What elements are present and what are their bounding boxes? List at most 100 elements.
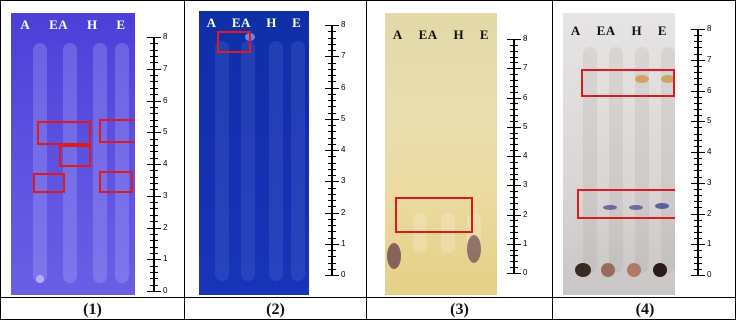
ruler-major-tick: [691, 90, 705, 92]
lane-label: A: [206, 15, 217, 30]
ruler-minor-tick: [150, 233, 158, 235]
ruler-major-tick: [325, 56, 339, 58]
lane-streak: [441, 213, 455, 253]
ruler-label: 5: [341, 113, 346, 123]
ruler-minor-tick: [150, 271, 158, 273]
ruler-major-tick: [325, 181, 339, 183]
ruler-minor-tick: [510, 138, 518, 140]
ruler-major-tick: [507, 273, 521, 274]
ruler-label: 3: [163, 190, 168, 200]
ruler-label: 6: [707, 85, 712, 95]
ruler-minor-tick: [694, 262, 702, 264]
lane-label: E: [292, 15, 302, 30]
ruler-label: 1: [163, 254, 168, 264]
ruler-minor-tick: [150, 81, 158, 83]
panel-caption-2: (2): [185, 297, 367, 320]
highlight-box: [217, 31, 251, 53]
ruler-minor-tick: [694, 78, 702, 80]
ruler-label: 3: [707, 177, 712, 187]
ruler-minor-tick: [328, 75, 336, 76]
ruler-3: 8 7 6 5 4 3 2 1 0: [501, 35, 541, 277]
ruler-minor-tick: [694, 207, 702, 209]
ruler-minor-tick: [510, 161, 518, 163]
origin-spot: [467, 235, 481, 263]
ruler-minor-tick: [510, 261, 518, 263]
ruler-label: 5: [707, 116, 712, 126]
lane-label: H: [453, 27, 465, 42]
ruler-minor-tick: [328, 137, 336, 139]
ruler-minor-tick: [510, 237, 518, 239]
ruler-major-tick: [147, 195, 161, 197]
ruler-major-tick: [325, 243, 339, 245]
panel-2: A EA H E 8 7 6 5 4 3 2 1 0: [185, 1, 367, 297]
ruler-minor-tick: [150, 221, 158, 223]
ruler-minor-tick: [694, 115, 702, 117]
ruler-1: 8 7 6 5 4 3 2 1 0: [141, 33, 181, 295]
ruler-minor-tick: [150, 157, 158, 159]
ruler-major-tick: [507, 97, 521, 99]
ruler-minor-tick: [328, 187, 336, 189]
ruler-minor-tick: [510, 44, 518, 46]
ruler-minor-tick: [328, 68, 336, 70]
ruler-minor-tick: [328, 200, 336, 201]
ruler-minor-tick: [328, 218, 336, 220]
tlc-plate-3: A EA H E: [385, 13, 497, 295]
lane-label: H: [266, 15, 277, 30]
ruler-minor-tick: [328, 168, 336, 170]
ruler-minor-tick: [694, 268, 702, 270]
ruler-minor-tick: [328, 268, 336, 270]
highlight-box: [59, 145, 91, 167]
ruler-minor-tick: [694, 201, 702, 203]
ruler-minor-tick: [510, 79, 518, 81]
ruler-minor-tick: [150, 62, 158, 64]
ruler-minor-tick: [694, 96, 702, 98]
ruler-minor-tick: [328, 125, 336, 126]
ruler-minor-tick: [328, 106, 336, 108]
lane-label: H: [631, 23, 643, 38]
ruler-minor-tick: [328, 262, 336, 264]
ruler-minor-tick: [150, 278, 158, 280]
ruler-minor-tick: [150, 208, 158, 210]
panel-caption-4: (4): [553, 297, 736, 320]
ruler-minor-tick: [150, 170, 158, 172]
highlight-box: [577, 189, 675, 219]
ruler-minor-tick: [150, 183, 158, 185]
ruler-label: 4: [707, 147, 712, 156]
ruler-label: 7: [163, 63, 168, 73]
lane-label: EA: [418, 27, 438, 42]
ruler-minor-tick: [510, 202, 518, 204]
ruler-label: 6: [523, 92, 528, 102]
ruler-major-tick: [691, 29, 705, 30]
lane-label: E: [657, 23, 668, 38]
origin-spot: [627, 263, 641, 277]
lane-label: E: [479, 27, 490, 42]
panel-caption-1: (1): [1, 297, 185, 320]
ruler-minor-tick: [510, 249, 518, 251]
lane-label: E: [116, 17, 126, 32]
panel-caption-3: (3): [367, 297, 553, 320]
ruler-minor-tick: [694, 139, 702, 141]
ruler-minor-tick: [694, 219, 702, 221]
ruler-minor-tick: [328, 231, 336, 233]
ruler-minor-tick: [694, 188, 702, 190]
ruler-minor-tick: [150, 240, 158, 242]
tlc-plate-1: A EA H E: [11, 13, 135, 295]
lane-streak: [241, 41, 255, 281]
ruler-minor-tick: [328, 143, 336, 145]
ruler-minor-tick: [150, 246, 158, 248]
origin-spot: [601, 263, 615, 277]
lane-label: A: [20, 17, 31, 32]
ruler-minor-tick: [694, 250, 702, 252]
ruler-major-tick: [507, 214, 521, 216]
ruler-minor-tick: [694, 256, 702, 258]
ruler-minor-tick: [150, 202, 158, 204]
lane-streak: [661, 47, 675, 273]
ruler-label: 2: [163, 222, 168, 232]
ruler-minor-tick: [150, 94, 158, 96]
ruler-minor-tick: [510, 150, 518, 152]
ruler-minor-tick: [328, 112, 336, 114]
lane-label: A: [570, 23, 581, 38]
ruler-minor-tick: [694, 47, 702, 49]
band-spot: [603, 205, 617, 210]
ruler-minor-tick: [694, 84, 702, 86]
